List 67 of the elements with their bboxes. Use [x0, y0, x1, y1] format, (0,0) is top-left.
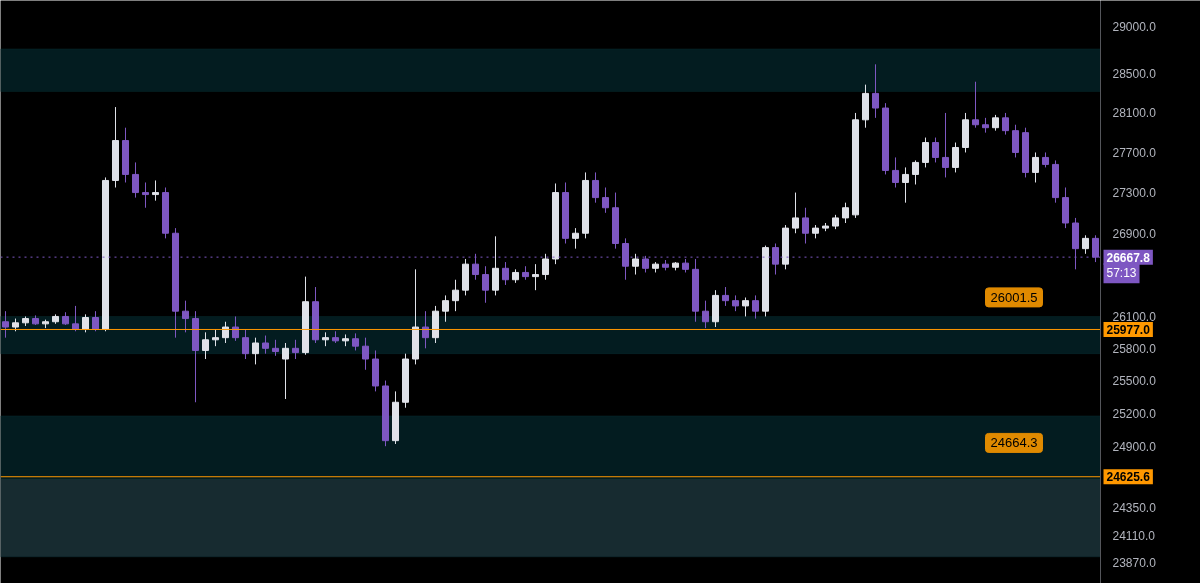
y-tick-label: 25800.0 — [1112, 341, 1157, 356]
candlestick — [722, 286, 729, 307]
candlestick — [232, 315, 239, 342]
text: 57:13 — [1106, 266, 1137, 281]
candlestick — [592, 171, 599, 204]
candlestick — [912, 159, 919, 185]
candlestick — [1032, 151, 1039, 183]
candlestick — [252, 337, 259, 365]
candlestick — [502, 261, 509, 286]
y-tick-label: 25500.0 — [1112, 374, 1157, 389]
candlestick — [922, 137, 929, 168]
y-tick-label: 24110.0 — [1112, 528, 1156, 543]
candlestick — [632, 253, 639, 276]
candlestick — [1012, 124, 1019, 158]
y-tick-label: 26900.0 — [1112, 226, 1157, 241]
y-tick-label: 26100.0 — [1112, 309, 1157, 324]
ref-line-label: 26667.8 — [1106, 250, 1151, 265]
annotation: 26001.5 — [990, 289, 1038, 305]
candlestick — [452, 279, 459, 312]
candlestick — [142, 181, 149, 209]
candlestick — [182, 300, 189, 333]
candlestick — [542, 253, 549, 281]
y-tick-label: 24900.0 — [1112, 439, 1157, 454]
candlestick — [2, 310, 9, 339]
candlestick — [422, 310, 429, 349]
candlestick — [842, 202, 849, 224]
candlestick — [572, 227, 579, 250]
candlestick — [792, 192, 799, 234]
y-tick-label: 23870.0 — [1112, 556, 1157, 571]
y-tick-label: 25200.0 — [1112, 406, 1157, 421]
y-tick-label: 28100.0 — [1112, 106, 1157, 121]
candlestick — [892, 156, 899, 189]
candlestick — [702, 300, 709, 329]
candlestick — [282, 342, 289, 400]
candlestick — [602, 187, 609, 214]
candlestick — [752, 294, 759, 320]
y-tick-label: 27300.0 — [1112, 186, 1157, 201]
candlestick — [202, 331, 209, 360]
y-tick-label: 27700.0 — [1112, 145, 1157, 160]
candlestick — [952, 142, 959, 173]
candlestick — [532, 263, 539, 291]
candlestick — [942, 112, 949, 178]
candlestick — [132, 161, 139, 199]
candlestick — [872, 63, 879, 119]
candlestick — [802, 207, 809, 244]
candlestick — [482, 265, 489, 304]
candlestick — [742, 297, 749, 317]
candlestick — [262, 335, 269, 355]
candlestick — [442, 294, 449, 323]
y-tick-label: 24350.0 — [1112, 501, 1157, 516]
candlestick — [972, 81, 979, 129]
y-tick-label: 28500.0 — [1112, 67, 1157, 82]
candlestick — [72, 305, 79, 332]
ref-line-label: 25977.0 — [1106, 322, 1151, 337]
candlestick — [292, 339, 299, 360]
candlestick — [492, 235, 499, 296]
annotation: 24664.3 — [990, 435, 1038, 451]
candlestick — [902, 166, 909, 204]
candlestick — [1082, 234, 1089, 255]
candlestick — [1002, 112, 1009, 136]
candlestick — [932, 137, 939, 163]
candlestick — [362, 337, 369, 371]
candlestick — [92, 310, 99, 332]
ref-line-label: 24625.6 — [1106, 470, 1151, 485]
candlestick — [152, 179, 159, 202]
candlestick — [242, 328, 249, 360]
y-tick-label: 29000.0 — [1112, 19, 1157, 34]
